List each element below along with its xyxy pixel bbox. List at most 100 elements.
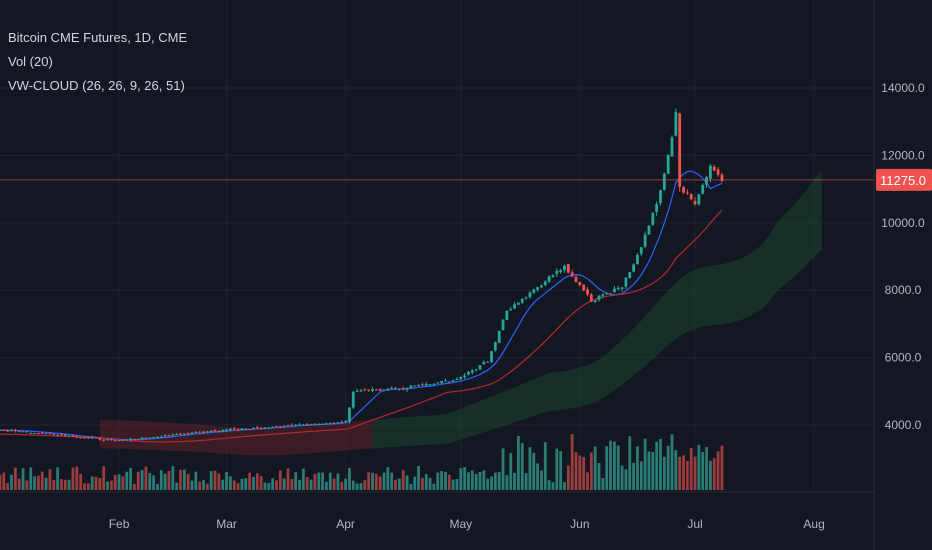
volume-bar (632, 462, 635, 490)
volume-bar (467, 472, 470, 490)
volume-bar (421, 477, 424, 490)
volume-bar (167, 471, 171, 490)
candle-body (505, 310, 509, 320)
volume-bar (609, 440, 612, 490)
candle-body (240, 428, 244, 431)
volume-bar (674, 450, 678, 490)
volume-bar (624, 469, 628, 490)
candle-body (133, 438, 136, 440)
candle-body (486, 361, 490, 363)
candle-body (509, 309, 513, 311)
candle-body (409, 385, 413, 388)
candle-body (236, 429, 240, 431)
candle-body (528, 292, 532, 298)
volume-bar (643, 438, 647, 490)
volume-bar (386, 466, 390, 490)
y-tick-label-3: 10000.0 (881, 216, 925, 230)
candle-body (455, 379, 459, 381)
volume-bar (179, 469, 182, 490)
volume-bar (616, 445, 620, 490)
y-tick-label-1: 6000.0 (885, 351, 922, 365)
candle-body (94, 437, 98, 439)
legend-symbol[interactable]: Bitcoin CME Futures, 1D, CME (8, 30, 188, 45)
time-axis[interactable]: Feb Mar Apr May Jun Jul Aug (109, 517, 825, 531)
grid-lines (0, 0, 874, 492)
candle-body (248, 429, 251, 431)
volume-bar (75, 466, 79, 490)
candlesticks[interactable] (0, 108, 724, 442)
volume-bar (705, 446, 708, 490)
candle-body (6, 430, 10, 432)
candle-body (52, 433, 56, 435)
volume-bars (0, 434, 724, 490)
candle-body (309, 424, 313, 426)
candle-body (363, 389, 367, 391)
candle-body (301, 424, 305, 426)
candle-body (359, 390, 363, 392)
volume-bar (409, 483, 413, 490)
candle-body (152, 437, 155, 439)
candle-body (616, 287, 620, 289)
candle-body (401, 388, 405, 390)
volume-bar (355, 483, 359, 490)
volume-bar (159, 470, 163, 490)
x-tick-label-3: May (449, 517, 472, 531)
candle-body (259, 427, 263, 429)
legend-volume[interactable]: Vol (20) (8, 54, 53, 69)
volume-bar (570, 434, 574, 490)
candle-body (175, 433, 179, 435)
volume-bar (217, 473, 221, 490)
candle-body (647, 225, 651, 235)
candle-body (106, 439, 109, 441)
volume-bar (540, 470, 543, 490)
candle-body (267, 427, 271, 429)
volume-bar (405, 475, 409, 490)
candle-body (63, 434, 67, 436)
candle-body (386, 388, 390, 390)
candle-body (140, 437, 144, 440)
candle-body (325, 423, 328, 425)
volume-bar (520, 442, 524, 490)
volume-bar (37, 475, 40, 490)
volume-bar (278, 470, 282, 490)
candle-body (336, 422, 340, 424)
volume-bar (628, 436, 632, 490)
candle-body (517, 302, 520, 305)
candle-body (459, 376, 463, 380)
volume-bar (536, 463, 539, 490)
volume-bar (309, 479, 313, 490)
volume-bar (586, 472, 589, 490)
candle-body (582, 284, 586, 291)
volume-bar (470, 470, 474, 490)
candle-body (136, 438, 140, 440)
candle-body (67, 435, 71, 437)
volume-bar (198, 481, 202, 490)
volume-bar (133, 483, 136, 490)
price-axis[interactable]: 4000.0 6000.0 8000.0 10000.0 12000.0 14000.0 (881, 81, 925, 432)
volume-bar (144, 466, 148, 490)
candle-body (355, 390, 359, 392)
volume-bar (205, 483, 209, 490)
volume-bar (528, 447, 532, 490)
candle-body (221, 430, 225, 432)
candle-body (179, 433, 182, 435)
volume-bar (451, 479, 455, 490)
candle-body (566, 264, 570, 273)
volume-bar (394, 479, 397, 490)
candle-body (255, 427, 259, 429)
candle-body (44, 433, 48, 435)
volume-bar (213, 470, 217, 490)
legend-vw-cloud[interactable]: VW-CLOUD (26, 26, 9, 26, 51) (8, 78, 185, 93)
volume-bar (351, 480, 355, 490)
candle-body (244, 428, 248, 430)
y-tick-label-5: 14000.0 (881, 81, 925, 95)
candle-body (90, 437, 94, 439)
candle-body (424, 384, 428, 386)
last-price-tag: 11275.0 (876, 168, 932, 191)
x-tick-label-1: Mar (216, 517, 237, 531)
volume-bar (317, 472, 321, 490)
candle-body (444, 380, 447, 382)
volume-bar (232, 480, 236, 490)
volume-bar (390, 472, 394, 490)
